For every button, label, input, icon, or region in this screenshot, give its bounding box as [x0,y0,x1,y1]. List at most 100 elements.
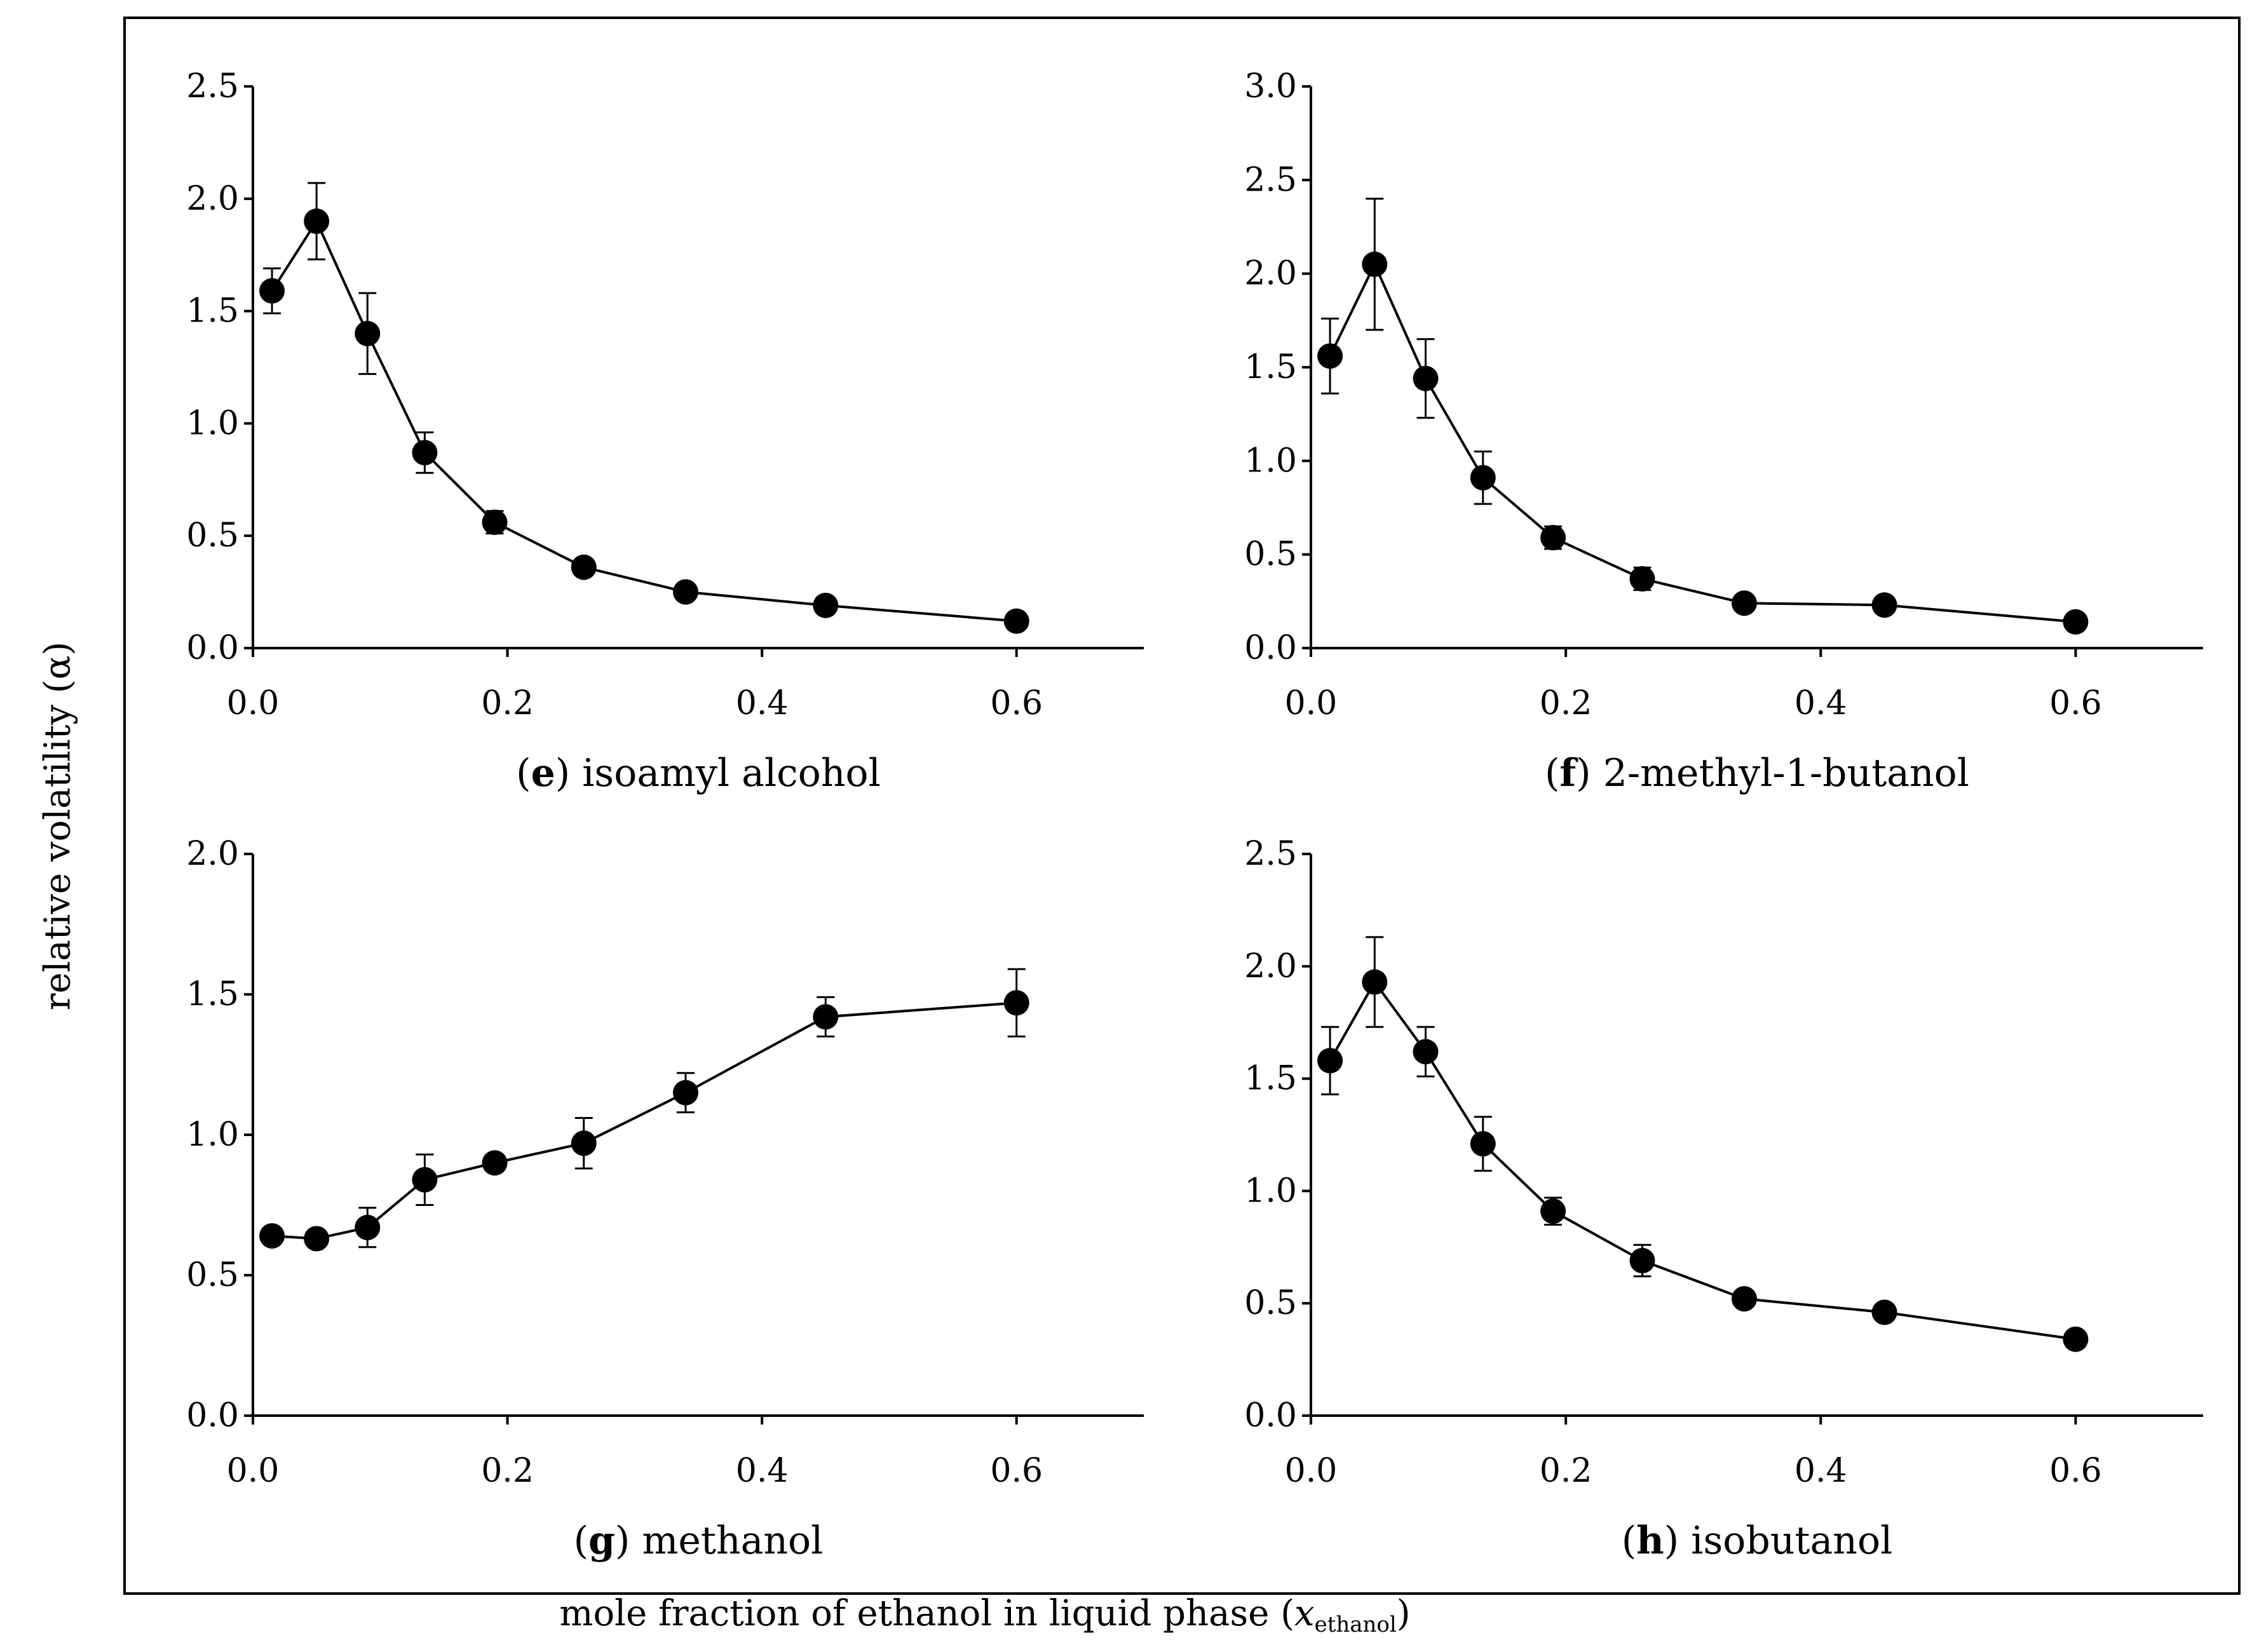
panel-e-data-point [304,208,330,234]
x-axis-title-close: ) [1397,1593,1411,1634]
panel-g-data-point [304,1226,330,1252]
panel-h-caption-name: ) isobutanol [1664,1519,1892,1563]
panel-e-data-point [672,579,698,605]
y-axis-title: relative volatility (α) [37,642,79,1011]
panel-e-x-tick-label: 0.0 [227,684,280,722]
panel-g-y-tick-label: 1.0 [186,1116,239,1154]
panel-h-x-tick-label: 0.4 [1794,1452,1847,1490]
panel-f-x-tick-label: 0.0 [1285,684,1338,722]
panel-g-caption-name: ) methanol [615,1519,823,1563]
figure-frame [123,17,2241,1595]
panel-e-x-tick-label: 0.2 [481,684,534,722]
panel-f-y-tick-label: 2.5 [1244,161,1297,199]
panel-g-methanol: 0.0 0.5 1.0 1.5 2.0 0.0 0.2 0.4 0.6 (g) methanol [186,835,1144,1563]
panel-f-data-point [1317,343,1343,369]
panel-h-y-tick-label: 0.5 [1244,1284,1297,1322]
panel-f-x-tick-label: 0.6 [2049,684,2102,722]
panel-f-data-point [1470,464,1496,491]
panel-g-data-point [412,1167,438,1193]
panel-g-caption-letter: g [588,1519,615,1563]
panel-e-data-point [355,320,381,346]
x-axis-title-main: mole fraction of ethanol in liquid phase… [559,1593,1294,1634]
panel-g-x-tick-label: 0.6 [990,1452,1043,1490]
panel-f-y-tick-label: 1.0 [1244,442,1297,480]
panel-h-y-tick-label: 2.5 [1244,835,1297,873]
panel-e-x-tick-label: 0.4 [736,684,789,722]
panel-e-x-tick-label: 0.6 [990,684,1043,722]
panel-f-x-tick-label: 0.4 [1794,684,1847,722]
panel-h-caption: (h) isobutanol [1622,1519,1893,1563]
panel-h-y-tick-label: 0.0 [1244,1397,1297,1435]
panel-g-x-tick-label: 0.0 [227,1452,280,1490]
panel-g-data-point [355,1214,381,1240]
panel-e-caption-letter: e [531,751,555,796]
panel-f-data-point [1731,590,1757,616]
panel-f-caption-open: ( [1545,751,1559,796]
panel-g-y-tick-label: 1.5 [186,975,239,1013]
panel-h-y-tick-label: 1.0 [1244,1172,1297,1210]
panel-h-isobutanol: 0.0 0.5 1.0 1.5 2.0 2.5 0.0 0.2 0.4 0.6 (h) isobut… [1244,835,2203,1563]
panel-g-y-tick-label: 2.0 [186,835,239,873]
panel-f-data-point [1871,592,1897,618]
panel-h-data-point [1470,1131,1496,1157]
panel-h-x-tick-label: 0.0 [1285,1452,1338,1490]
panel-f-caption-name: ) 2-methyl-1-butanol [1576,751,1969,796]
panel-g-data-point [672,1080,698,1106]
panel-h-data-point [1317,1048,1343,1074]
panel-g-data-point [813,1004,839,1030]
panel-f-2-methyl-1-butanol: 0.0 0.5 1.0 1.5 2.0 2.5 3.0 0.0 0.2 0.4 0.6 (f) 2-m… [1244,67,2203,796]
x-axis-title-variable: x [1294,1593,1315,1634]
panel-f-y-tick-label: 3.0 [1244,67,1297,105]
panel-e-y-tick-label: 2.5 [186,67,239,105]
panel-e-caption: (e) isoamyl alcohol [516,751,881,796]
panel-e-data-point [1003,608,1029,634]
panel-e-y-tick-label: 0.0 [186,629,239,667]
panel-h-data-point [1629,1248,1655,1274]
x-axis-title-subscript: ethanol [1315,1612,1397,1637]
panel-f-x-tick-label: 0.2 [1540,684,1592,722]
panel-e-y-tick-label: 0.5 [186,517,239,555]
panel-g-data-point [259,1223,285,1249]
panel-h-data-point [1413,1039,1439,1065]
panel-g-caption: (g) methanol [574,1519,824,1563]
panel-g-data-point [571,1130,597,1156]
panel-f-data-point [1629,565,1655,592]
panel-g-caption-open: ( [574,1519,588,1563]
panel-g-x-tick-label: 0.2 [481,1452,534,1490]
panel-e-data-point [813,592,839,618]
panel-h-x-tick-label: 0.6 [2049,1452,2102,1490]
panel-e-data-point [412,440,438,466]
panel-f-y-tick-label: 1.5 [1244,348,1297,386]
panel-h-data-point [1362,969,1388,995]
panel-g-data-point [1003,990,1029,1016]
panel-f-data-point [2063,609,2089,635]
panel-g-x-tick-label: 0.4 [736,1452,789,1490]
panel-f-y-tick-label: 2.0 [1244,255,1297,293]
panel-g-y-tick-label: 0.5 [186,1256,239,1294]
panel-e-caption-name: ) isoamyl alcohol [555,751,881,796]
panel-e-y-tick-label: 2.0 [186,180,239,218]
panel-e-isoamyl-alcohol: 0.0 0.5 1.0 1.5 2.0 2.5 0.0 0.2 0.4 0.6 (e) isoamy… [186,67,1144,796]
panel-f-caption: (f) 2-methyl-1-butanol [1545,751,1969,796]
panel-h-y-tick-label: 1.5 [1244,1060,1297,1098]
panel-h-y-tick-label: 2.0 [1244,947,1297,985]
x-axis-title: mole fraction of ethanol in liquid phase… [559,1593,1410,1637]
panel-f-y-tick-label: 0.5 [1244,536,1297,574]
panel-f-data-point [1362,251,1388,277]
panel-h-data-point [1540,1198,1566,1224]
panel-e-caption-open: ( [516,751,531,796]
panel-g-y-tick-label: 0.0 [186,1397,239,1435]
panel-f-caption-letter: f [1559,751,1578,796]
panel-e-data-point [571,554,597,580]
panel-e-y-tick-label: 1.0 [186,404,239,442]
panel-f-data-point [1540,525,1566,551]
panel-h-data-point [1731,1286,1757,1312]
panel-f-data-point [1413,365,1439,391]
panel-h-data-point [1871,1299,1897,1325]
panel-e-data-point [259,278,285,304]
panel-f-y-tick-label: 0.0 [1244,629,1297,667]
panel-h-caption-open: ( [1622,1519,1636,1563]
panel-h-data-point [2063,1326,2089,1352]
